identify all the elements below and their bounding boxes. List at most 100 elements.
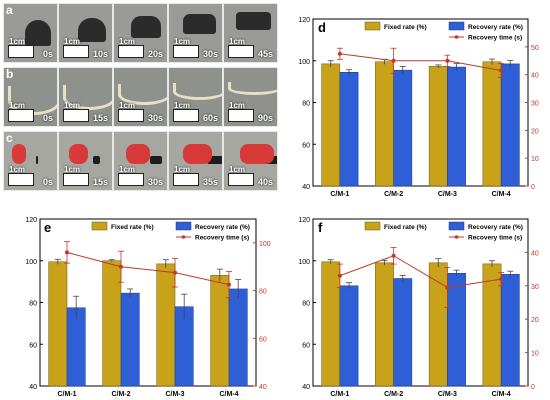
y-tick-label: 60: [302, 342, 310, 349]
scale-bar: [118, 109, 144, 122]
point-recovery-time: [227, 282, 231, 287]
photo-tile: 1cm 15s: [58, 67, 113, 127]
legend-marker-time: [454, 35, 459, 39]
time-label: 10s: [92, 49, 108, 59]
panel-letter-f: f: [318, 220, 323, 235]
photo-tile: 1cm 20s: [113, 3, 168, 63]
panel-letter-d: d: [318, 20, 326, 35]
legend-label-recovery: Recovery rate (%): [468, 224, 523, 231]
time-label: 15s: [92, 177, 108, 187]
photo-tile: 1cm 0s: [3, 67, 58, 127]
photo-tile: 1cm 60s: [168, 67, 223, 127]
y-tick-label: 120: [25, 217, 37, 224]
y-tick-label: 40: [302, 184, 310, 191]
legend-label-recovery: Recovery rate (%): [468, 24, 523, 31]
legend-swatch-recovery: [448, 221, 465, 231]
x-tick-label: C/M-1: [330, 391, 349, 398]
bar-recovery: [228, 288, 248, 387]
time-label: 90s: [257, 113, 273, 123]
point-recovery-time: [499, 68, 504, 73]
scale-label: 1cm: [119, 101, 136, 110]
y-tick-label: 80: [29, 301, 37, 308]
line-recovery-time: [339, 53, 502, 71]
point-recovery-time: [391, 58, 396, 63]
y2-tick-label: 40: [259, 384, 267, 391]
sample-image: [12, 144, 26, 164]
x-tick-label: C/M-3: [438, 391, 457, 398]
y-tick-label: 40: [302, 384, 310, 391]
bar-recovery: [339, 71, 359, 187]
legend-label-recovery: Recovery rate (%): [195, 224, 250, 231]
photo-tile: 1cm 0s: [3, 131, 58, 191]
y-tick-label: 100: [298, 259, 310, 266]
sample-image: [173, 83, 222, 100]
photo-row-a: a 1cm 0s 1cm 10s 1cm 20s 1cm 30s 1cm 45s: [3, 3, 280, 63]
x-tick-label: C/M-2: [111, 391, 130, 398]
sample-image: [130, 16, 161, 38]
legend-swatch-recovery: [175, 221, 192, 231]
photo-tile: 1cm 10s: [58, 3, 113, 63]
legend-label-fixed: Fixed rate (%): [384, 24, 427, 31]
scale-label: 1cm: [174, 101, 191, 110]
time-label: 35s: [202, 177, 218, 187]
scale-bar: [173, 45, 199, 58]
point-recovery-time: [391, 253, 396, 258]
y2-tick-label: 30: [531, 284, 539, 291]
scale-bar: [118, 45, 144, 58]
legend-marker-time: [454, 235, 459, 239]
y-tick-label: 100: [298, 59, 310, 66]
bar-recovery: [500, 274, 520, 387]
sample-image: [118, 84, 167, 105]
scale-bar: [63, 109, 89, 122]
scale-label: 1cm: [174, 37, 191, 46]
time-label: 20s: [147, 49, 163, 59]
bar-fixed: [428, 66, 448, 187]
y2-tick-label: 30: [531, 101, 539, 108]
sample-image: [183, 14, 216, 34]
scale-label: 1cm: [229, 37, 246, 46]
time-label: 0s: [42, 49, 53, 59]
line-recovery-time: [339, 255, 502, 288]
photo-tile: 1cm 30s: [113, 67, 168, 127]
y2-tick-label: 100: [259, 241, 271, 248]
photo-tile: 1cm 35s: [168, 131, 223, 191]
point-recovery-time: [337, 273, 342, 278]
scale-label: 1cm: [9, 101, 26, 110]
bar-fixed: [102, 260, 122, 387]
bar-recovery: [66, 307, 86, 387]
sample-image: [183, 144, 212, 164]
x-tick-label: C/M-3: [438, 191, 457, 198]
scale-bar: [8, 109, 34, 122]
x-tick-label: C/M-4: [492, 391, 511, 398]
y2-tick-label: 0: [531, 384, 535, 391]
sample-image: [25, 20, 51, 46]
bar-recovery: [500, 63, 520, 187]
scale-label: 1cm: [229, 165, 246, 174]
scale-bar: [173, 109, 199, 122]
x-tick-label: C/M-4: [219, 391, 238, 398]
bar-fixed: [321, 63, 341, 187]
bar-recovery: [393, 278, 413, 387]
point-recovery-time: [119, 264, 123, 269]
legend-swatch-fixed: [364, 21, 381, 31]
legend-swatch-fixed: [364, 221, 381, 231]
time-label: 15s: [92, 113, 108, 123]
x-tick-label: C/M-1: [57, 391, 76, 398]
scale-bar: [228, 109, 254, 122]
sample-image: [240, 144, 274, 164]
y-tick-label: 60: [302, 142, 310, 149]
y2-tick-label: 20: [531, 128, 539, 135]
photo-tile: 1cm 40s: [223, 131, 278, 191]
photo-row-b: b 1cm 0s 1cm 15s 1cm 30s 1cm 60s 1cm 90s: [3, 67, 280, 127]
scale-bar: [173, 173, 199, 186]
point-recovery-time: [337, 51, 342, 56]
y2-tick-label: 10: [531, 156, 539, 163]
photo-tile: 1cm 30s: [113, 131, 168, 191]
legend-label-time: Recovery time (s): [468, 35, 522, 42]
point-recovery-time: [499, 277, 504, 282]
legend-marker-time: [181, 235, 186, 239]
bar-fixed: [428, 262, 448, 387]
photo-tile: 1cm 45s: [223, 3, 278, 63]
scale-bar: [118, 173, 144, 186]
scale-bar: [63, 45, 89, 58]
